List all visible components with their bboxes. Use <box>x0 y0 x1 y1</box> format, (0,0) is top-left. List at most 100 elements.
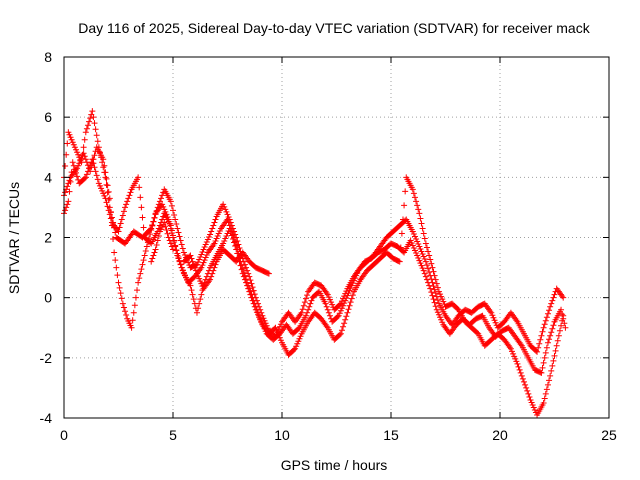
data-point <box>228 232 235 239</box>
grid <box>64 57 609 418</box>
data-point <box>337 307 344 314</box>
data-point <box>239 270 246 277</box>
data-point <box>64 201 71 208</box>
data-point <box>293 343 300 350</box>
data-point <box>249 284 256 291</box>
data-point <box>437 314 444 321</box>
data-point <box>168 227 175 234</box>
data-point <box>122 308 129 315</box>
data-point <box>423 276 430 283</box>
data-point <box>549 362 556 369</box>
data-point <box>204 236 211 243</box>
data-point <box>411 194 418 201</box>
data-point <box>346 287 353 294</box>
data-point <box>93 132 100 139</box>
data-point <box>162 223 169 230</box>
data-point <box>549 325 556 332</box>
data-point <box>95 180 102 187</box>
data-point <box>225 213 232 220</box>
data-point <box>221 238 228 245</box>
data-point <box>90 160 97 167</box>
data-point <box>116 284 123 291</box>
data-point <box>337 330 344 337</box>
y-tick-label: 2 <box>44 230 52 246</box>
data-point <box>74 173 81 180</box>
data-point <box>426 269 433 276</box>
data-point <box>276 334 283 341</box>
data-point <box>147 231 154 238</box>
data-point <box>543 314 550 321</box>
data-point <box>413 198 420 205</box>
data-point <box>265 270 272 277</box>
data-point <box>299 306 306 313</box>
data-point <box>209 270 216 277</box>
data-point <box>407 237 414 244</box>
data-point <box>529 401 536 408</box>
data-point <box>425 248 432 255</box>
data-point <box>272 324 279 331</box>
data-point <box>117 220 124 227</box>
data-point <box>541 321 548 328</box>
data-point <box>488 309 495 316</box>
data-point <box>511 353 518 360</box>
data-point <box>537 369 544 376</box>
data-point <box>154 237 161 244</box>
data-point <box>81 175 88 182</box>
data-point <box>520 378 527 385</box>
data-point <box>190 261 197 268</box>
data-point <box>421 256 428 263</box>
data-point <box>546 336 553 343</box>
data-point <box>72 169 79 176</box>
data-point <box>338 305 345 312</box>
data-point <box>408 240 415 247</box>
data-point <box>149 222 156 229</box>
data-point <box>160 203 167 210</box>
data-point <box>277 321 284 328</box>
data-point <box>547 303 554 310</box>
data-point <box>179 245 186 252</box>
data-point <box>553 342 560 349</box>
data-point <box>99 187 106 194</box>
data-point <box>347 299 354 306</box>
data-point <box>215 230 222 237</box>
data-point <box>549 297 556 304</box>
data-point <box>224 230 231 237</box>
data-point <box>515 363 522 370</box>
data-point <box>432 290 439 297</box>
data-point <box>68 136 75 143</box>
data-point <box>178 264 185 271</box>
data-point <box>240 273 247 280</box>
data-point <box>295 325 302 332</box>
data-point <box>454 305 461 312</box>
data-point <box>128 324 135 331</box>
data-point <box>434 297 441 304</box>
data-point <box>548 329 555 336</box>
data-point <box>104 189 111 196</box>
data-point <box>437 291 444 298</box>
data-point <box>418 248 425 255</box>
data-point <box>170 232 176 239</box>
data-point <box>296 335 303 342</box>
data-point <box>193 309 200 316</box>
data-point <box>419 225 426 232</box>
series-trace-5 <box>148 219 176 265</box>
data-point <box>159 216 166 223</box>
data-point <box>72 146 79 153</box>
data-point <box>117 290 124 297</box>
data-point <box>507 345 514 352</box>
data-point <box>336 331 343 338</box>
data-point <box>523 384 530 391</box>
data-point <box>413 250 420 257</box>
data-point <box>78 155 85 162</box>
data-point <box>77 157 84 164</box>
data-point <box>322 300 329 307</box>
data-point <box>246 288 253 295</box>
data-point <box>551 291 558 298</box>
data-point <box>559 317 566 324</box>
data-point <box>245 285 252 292</box>
data-point <box>492 319 499 326</box>
data-point <box>411 233 418 240</box>
data-point <box>429 292 436 299</box>
data-point <box>175 229 182 236</box>
data-point <box>102 195 109 202</box>
